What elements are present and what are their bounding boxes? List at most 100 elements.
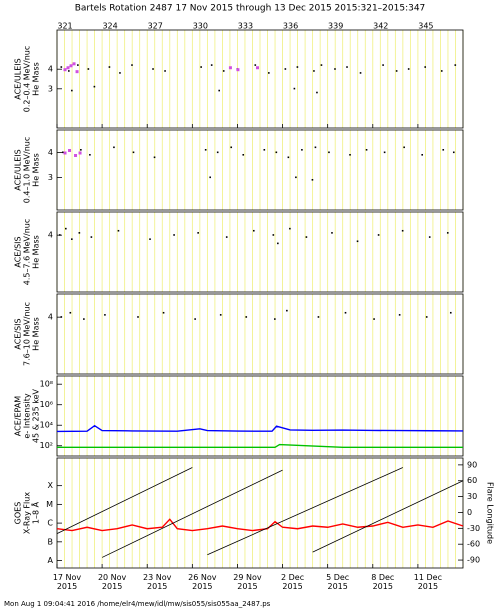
- data-point: [209, 176, 211, 179]
- data-point: [401, 229, 404, 232]
- chart-title: Bartels Rotation 2487 17 Nov 2015 throug…: [75, 4, 426, 14]
- data-point: [204, 149, 207, 151]
- data-point: [80, 149, 82, 151]
- top-x-tick-label: 321: [57, 22, 72, 31]
- data-point: [296, 66, 299, 68]
- data-point: [449, 311, 452, 314]
- y-axis-label: ACE/ULEIS: [14, 58, 23, 99]
- y-tick-label: X: [48, 481, 54, 490]
- x-tick-label: 5 Dec 2015: [326, 573, 349, 591]
- data-point: [407, 68, 410, 70]
- x-tick-label: 23 Nov 2015: [143, 573, 172, 591]
- data-line: [57, 443, 463, 449]
- data-point: [74, 154, 78, 157]
- y2-tick-label: 60: [467, 476, 477, 485]
- data-point: [331, 232, 333, 234]
- data-point: [200, 66, 202, 68]
- data-point: [377, 234, 380, 236]
- data-point: [316, 91, 318, 94]
- panel-frame: [56, 211, 464, 293]
- data-point: [152, 68, 154, 70]
- flare-track: [56, 467, 193, 534]
- y-tick-label: 4: [48, 148, 53, 157]
- data-point: [63, 68, 67, 72]
- x-tick-label: 8 Dec 2015: [371, 573, 394, 591]
- x-tick-label: 2 Dec 2015: [281, 573, 304, 591]
- y2-tick-label: 90: [467, 460, 477, 469]
- data-point: [78, 232, 81, 234]
- y-tick-label: 4: [48, 313, 53, 322]
- data-line: [56, 424, 464, 433]
- data-point: [68, 70, 70, 72]
- data-point: [255, 66, 259, 70]
- y-axis-label: 0.2–0.4 MeV/nuc: [23, 46, 32, 113]
- data-point: [236, 68, 240, 72]
- panel-frame: [56, 129, 464, 211]
- y-tick-label: C: [47, 519, 53, 528]
- data-point: [66, 66, 70, 70]
- data-point: [428, 236, 431, 238]
- y2-tick-label: -90: [467, 556, 480, 565]
- data-point: [219, 314, 222, 316]
- data-point: [60, 66, 63, 68]
- data-point: [314, 146, 317, 149]
- data-point: [89, 154, 91, 156]
- x-tick-label: 20 Nov 2015: [98, 573, 127, 591]
- data-point: [71, 89, 73, 92]
- data-point: [254, 64, 257, 66]
- data-point: [289, 227, 291, 230]
- y-tick-label: 10⁴: [40, 421, 53, 430]
- data-point: [373, 318, 375, 320]
- data-point: [346, 66, 348, 68]
- data-point: [65, 227, 67, 230]
- y-tick-label: 3: [48, 173, 53, 182]
- data-point: [93, 85, 96, 88]
- data-point: [274, 318, 276, 320]
- y-tick-label: 10⁶: [40, 400, 53, 409]
- top-x-tick-label: 333: [238, 22, 253, 31]
- data-point: [63, 151, 67, 155]
- y-axis-label: 0.4–1.0 MeV/nuc: [23, 137, 32, 204]
- data-point: [153, 156, 156, 159]
- data-point: [344, 311, 347, 314]
- top-x-tick-label: 327: [148, 22, 163, 31]
- y2-axis-label: Flare Longitude: [486, 482, 495, 544]
- y-axis-label: ACE/SIS: [14, 236, 23, 267]
- data-point: [382, 64, 384, 66]
- data-point: [216, 151, 219, 154]
- y-axis-label: ACE/EPAM: [14, 396, 23, 437]
- top-x-tick-label: 330: [193, 22, 208, 31]
- x-tick-label: 17 Nov 2015: [53, 573, 82, 591]
- y-tick-label: 4: [48, 231, 53, 240]
- data-point: [349, 154, 351, 156]
- data-point: [334, 68, 336, 70]
- data-point: [77, 64, 79, 66]
- data-point: [69, 64, 73, 68]
- data-point: [328, 151, 330, 154]
- data-point: [173, 234, 175, 236]
- y-axis-label: He Mass: [32, 62, 41, 96]
- y-tick-label: 10²: [40, 441, 53, 450]
- y-tick-label: A: [48, 556, 54, 565]
- top-x-tick-label: 324: [102, 22, 117, 31]
- top-x-tick-label: 336: [283, 22, 298, 31]
- data-point: [59, 234, 61, 236]
- y-axis-label: 4.5–7.6 MeV/nuc: [23, 219, 32, 286]
- data-point: [75, 70, 79, 74]
- y-axis-label: e- Intensity: [23, 393, 32, 438]
- data-point: [230, 146, 233, 149]
- data-point: [317, 316, 320, 318]
- data-point: [403, 146, 405, 149]
- top-x-tick-label: 345: [418, 22, 433, 31]
- data-point: [395, 70, 398, 72]
- data-point: [228, 66, 232, 70]
- data-point: [137, 316, 139, 318]
- y-axis-label: ACE/ULEIS: [14, 149, 23, 190]
- y-axis-label: He Mass: [32, 153, 41, 187]
- data-point: [421, 154, 423, 156]
- data-point: [268, 72, 270, 74]
- y-axis-label: 7.6–10 MeV/nuc: [23, 302, 32, 366]
- data-point: [60, 316, 63, 318]
- data-point: [272, 234, 275, 236]
- y-axis-label: GOES: [14, 502, 23, 525]
